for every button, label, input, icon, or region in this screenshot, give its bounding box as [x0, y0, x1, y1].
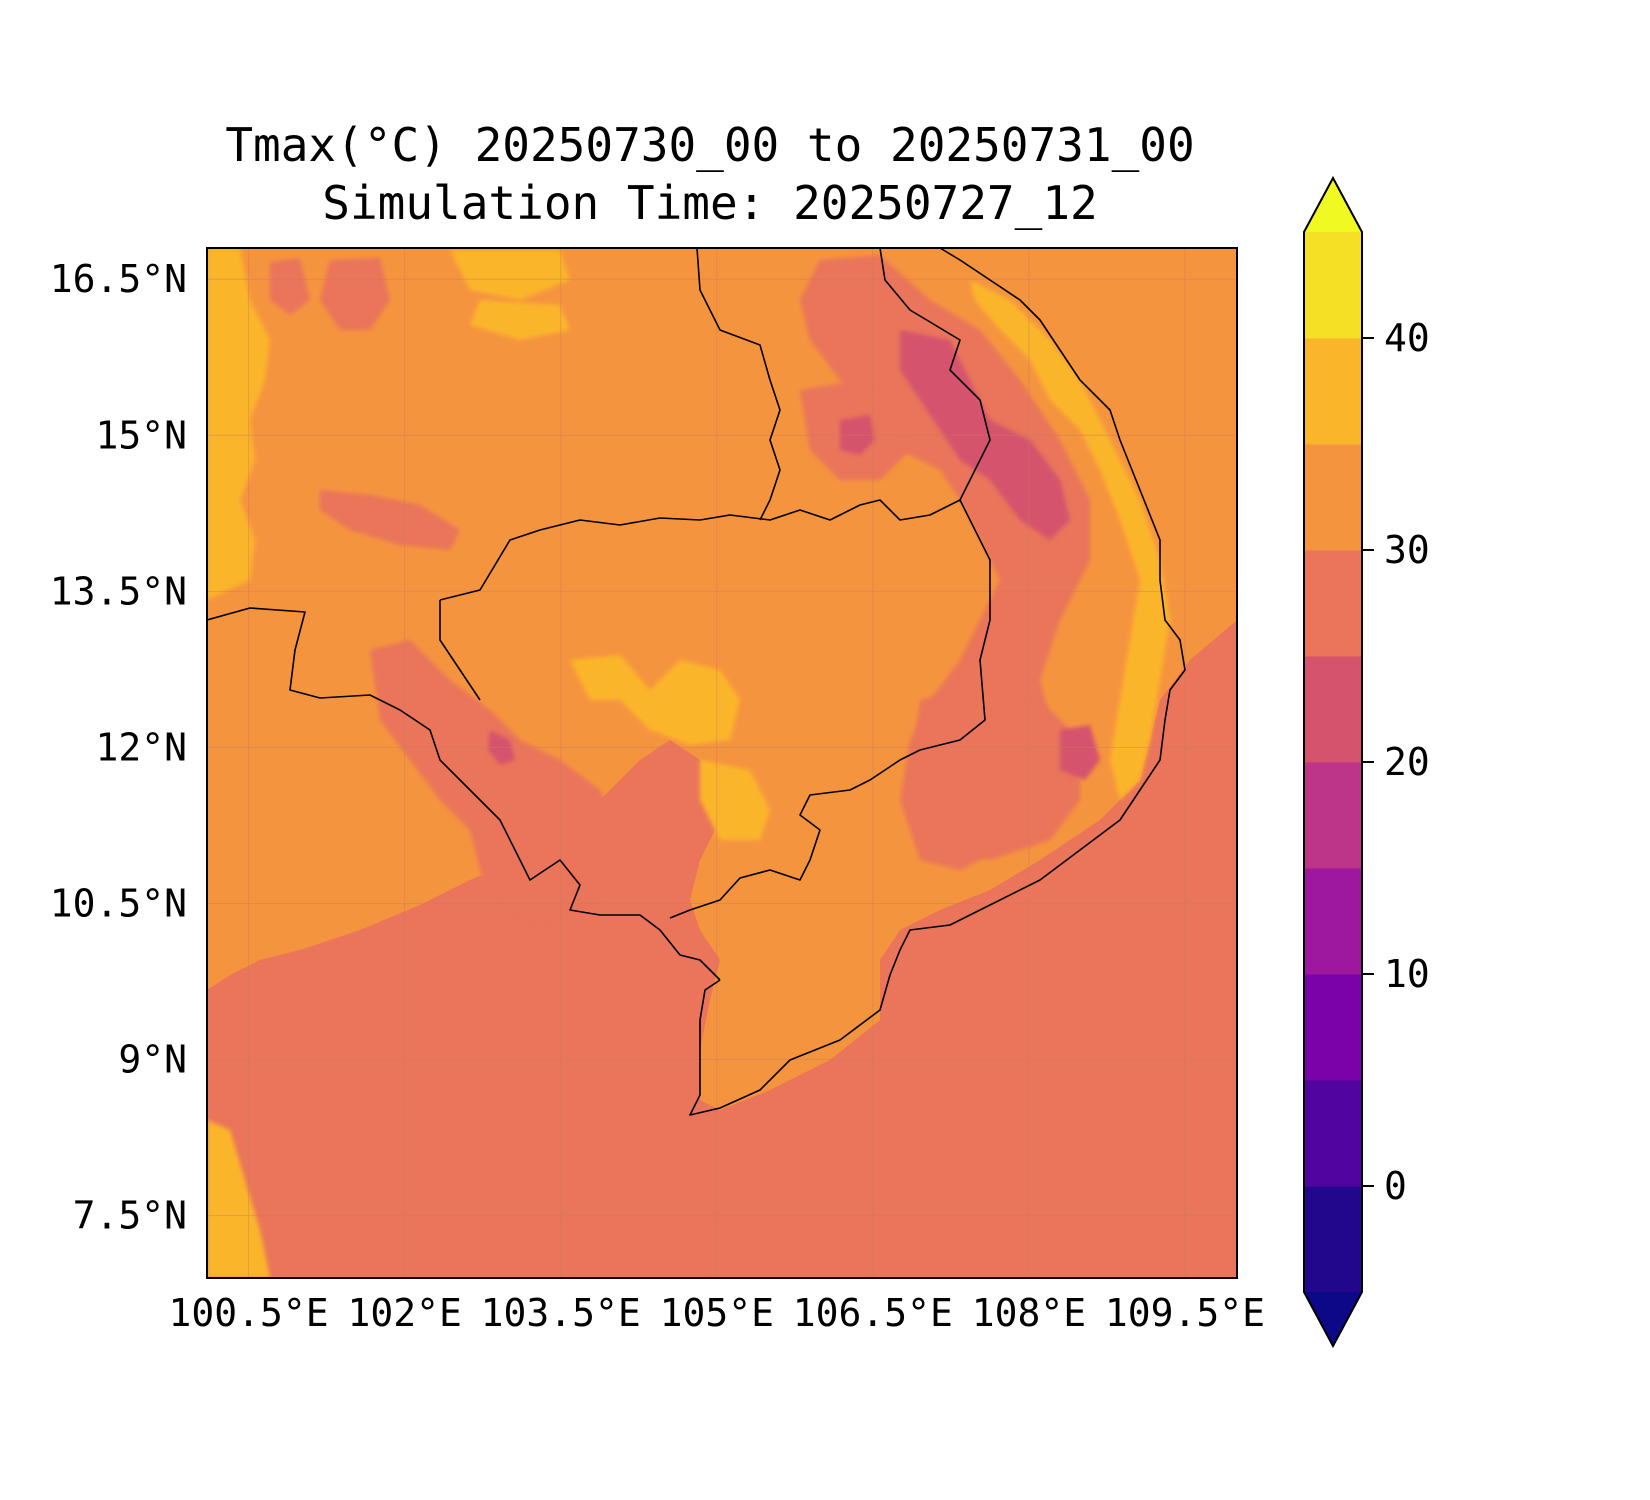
map-area [207, 248, 1237, 1278]
cardamom-cool-region [370, 640, 620, 930]
lat-tick-label: 13.5°N [50, 569, 187, 613]
colorbar-over-triangle [1304, 178, 1362, 232]
cardamom-colder-patch [488, 730, 515, 765]
lon-tick-label: 103.5°E [481, 1291, 641, 1335]
map-frame [206, 247, 1238, 1279]
thai-cambodia-coast [207, 607, 721, 981]
coastlines-and-borders [207, 248, 1186, 1116]
lat-tick-label: 7.5°N [73, 1194, 187, 1238]
map-gridlines [207, 248, 1237, 1278]
colorbar [1303, 175, 1363, 1349]
colorbar-tick-labels: 0 10 20 30 40 [1362, 316, 1430, 1208]
lat-tick-label: 9°N [118, 1038, 187, 1082]
north-warm-patch [450, 250, 570, 300]
vietnam-coast-warm-strip [970, 280, 1170, 800]
west-warm-strip [207, 248, 270, 600]
lon-tick-label: 100.5°E [169, 1291, 329, 1335]
sea-region [207, 620, 1237, 1278]
colorbar-bin [1304, 1080, 1362, 1187]
colorbar-bin [1304, 550, 1362, 657]
colorbar-tick-label: 40 [1384, 316, 1430, 360]
laos-thailand-border [696, 248, 781, 521]
annamite-colder-patch [900, 330, 1070, 540]
laos-colder-patch [840, 415, 875, 455]
colorbar-bin [1304, 974, 1362, 1081]
cambodia-border-north [439, 499, 991, 919]
colorbar-tick-label: 0 [1384, 1164, 1407, 1208]
north-warm-patch-2 [470, 300, 570, 340]
lon-tick-label: 108°E [972, 1291, 1086, 1335]
colorbar-bin [1304, 762, 1362, 869]
inland-cool-patch-north [320, 490, 460, 550]
inland-cool-patch-nw [320, 258, 390, 330]
chart-title-line-2: Simulation Time: 20250727_12 [322, 176, 1098, 230]
lon-tick-label: 105°E [660, 1291, 774, 1335]
colorbar-bin [1304, 868, 1362, 975]
central-highlands-cool-region [910, 690, 1080, 860]
colorbar-tick-label: 10 [1384, 952, 1430, 996]
lon-tick-label: 109.5°E [1105, 1291, 1265, 1335]
colorbar-bin [1304, 338, 1362, 445]
laos-vietnam-border [879, 248, 991, 501]
colorbar-tick-label: 20 [1384, 740, 1430, 784]
highlands-colder-patch [1060, 725, 1100, 780]
latitude-tick-labels: 16.5°N 15°N 13.5°N 12°N 10.5°N 9°N 7.5°N [50, 257, 187, 1237]
inland-cool-patch-nw2 [270, 258, 310, 315]
southwest-warm-strip [207, 1120, 270, 1278]
cambodia-warm-center [570, 655, 740, 745]
cambodia-border-west [439, 600, 481, 701]
longitude-tick-labels: 100.5°E 102°E 103.5°E 105°E 106.5°E 108°E 109.… [169, 1291, 1266, 1335]
colorbar-under-triangle [1304, 1292, 1362, 1346]
colorbar-bin [1304, 232, 1362, 339]
chart-title-line-1: Tmax(°C) 20250730_00 to 20250731_00 [225, 118, 1195, 172]
lat-tick-label: 10.5°N [50, 881, 187, 925]
vietnam-south-coast [689, 248, 1186, 1116]
lat-tick-label: 15°N [95, 413, 187, 457]
colorbar-bin [1304, 1186, 1362, 1293]
cambodia-warm-south [700, 760, 770, 840]
lon-tick-label: 106.5°E [793, 1291, 953, 1335]
colorbar-tick-label: 30 [1384, 528, 1430, 572]
lon-tick-label: 102°E [347, 1291, 461, 1335]
colorbar-outline [1303, 175, 1363, 1349]
lat-tick-label: 16.5°N [50, 257, 187, 301]
lat-tick-label: 12°N [95, 725, 187, 769]
colorbar-bin [1304, 444, 1362, 551]
colorbar-bin [1304, 656, 1362, 763]
